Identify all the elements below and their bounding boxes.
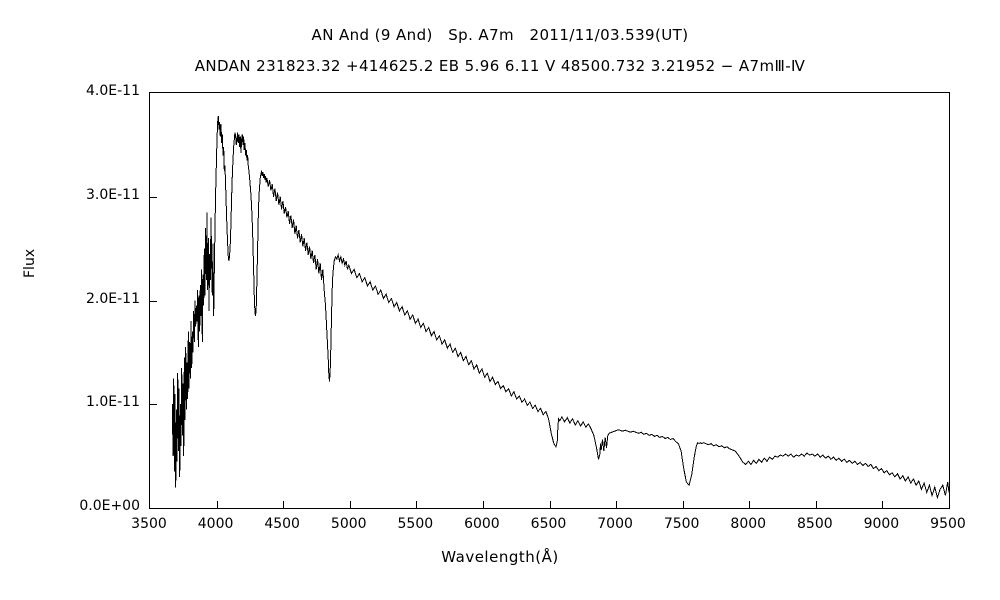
axis-tick-marks (150, 197, 883, 508)
x-tick-label: 5000 (330, 516, 367, 532)
plot-frame (149, 92, 950, 509)
y-tick-label: 2.0E-11 (86, 290, 140, 307)
y-tick-label: 3.0E-11 (86, 186, 140, 203)
x-tick-label: 9500 (930, 516, 966, 532)
x-tick-label: 7000 (597, 516, 633, 532)
x-tick-label: 6000 (464, 516, 500, 532)
x-axis-title: Wavelength(Å) (441, 548, 559, 566)
x-tick-label: 4500 (264, 516, 300, 532)
y-tick-label: 1.0E-11 (86, 394, 140, 411)
y-tick-label: 4.0E-11 (86, 83, 140, 99)
x-tick-label: 4000 (197, 516, 234, 532)
x-tick-label: 9000 (863, 516, 900, 532)
x-tick-label: 7500 (663, 516, 700, 532)
y-axis-title: Flux (22, 248, 38, 278)
x-tick-label: 6500 (530, 516, 567, 532)
spectrum-trace (171, 115, 949, 500)
figure-title-line-1: AN And (9 And) Sp. A7m 2011/11/03.539(UT… (311, 26, 689, 44)
figure-title-line-2: ANDAN 231823.32 +414625.2 EB 5.96 6.11 V… (194, 57, 806, 75)
x-tick-label: 8500 (797, 516, 833, 532)
x-tick-label: 3500 (131, 516, 167, 532)
y-axis-tick-labels: 0.0E+00 1.0E-11 2.0E-11 3.0E-11 4.0E-11 (44, 0, 140, 600)
spectrum-plot (150, 115, 949, 508)
x-tick-label: 5500 (397, 516, 434, 532)
x-tick-label: 8000 (730, 516, 767, 532)
y-tick-label: 0.0E+00 (79, 498, 140, 514)
